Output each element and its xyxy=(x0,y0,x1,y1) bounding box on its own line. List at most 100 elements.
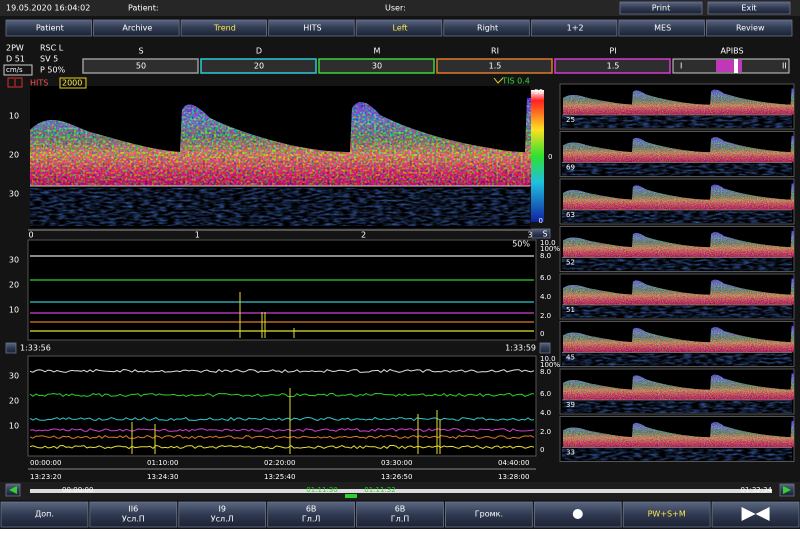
scale-label: 0 xyxy=(548,153,552,161)
color-bar xyxy=(531,90,544,222)
right-label: 100% xyxy=(540,361,560,369)
percent: 50% xyxy=(512,240,530,249)
footer-label: 6В xyxy=(306,505,317,514)
param-name: RI xyxy=(491,47,499,56)
thumbnail-label: 39 xyxy=(566,401,575,409)
footer-button[interactable] xyxy=(445,501,533,528)
time-label: 3 xyxy=(527,231,532,240)
scale-button[interactable] xyxy=(531,228,551,239)
menu-label: Patient xyxy=(36,24,64,33)
time-label: 0 xyxy=(28,231,33,240)
footer-button[interactable] xyxy=(622,501,711,528)
footer-button[interactable] xyxy=(267,501,355,528)
menu-button[interactable] xyxy=(618,19,705,37)
menu-button[interactable] xyxy=(530,19,618,37)
footer-label: I9 xyxy=(218,505,225,514)
menu-label: Left xyxy=(392,24,407,33)
menu-label: 1+2 xyxy=(567,24,584,33)
thumbnail-label: 45 xyxy=(566,354,575,362)
thumbnail-floor xyxy=(562,211,792,223)
right-label: 8.0 xyxy=(540,252,551,260)
footer-button[interactable] xyxy=(711,501,800,528)
scroll-left[interactable] xyxy=(5,342,17,354)
apibs-range xyxy=(716,60,742,72)
param-value: 1.5 xyxy=(489,62,502,71)
menu-button[interactable] xyxy=(180,19,268,37)
scale-label: 96 xyxy=(534,88,543,96)
param-value: 1.5 xyxy=(607,62,620,71)
elapsed-label: 03:30:00 xyxy=(381,459,412,467)
right-label: 4.0 xyxy=(540,409,551,417)
header-button[interactable] xyxy=(619,1,703,15)
param-name: D xyxy=(256,47,262,56)
trend-line xyxy=(29,434,535,440)
thumbnail-floor xyxy=(562,258,792,271)
menu-button[interactable] xyxy=(706,19,793,37)
footer-label: II6 xyxy=(128,505,138,514)
timeline-cursor[interactable] xyxy=(345,494,357,498)
footer-label: Гл.Л xyxy=(302,515,321,524)
timeline-cursor-a: 01:11:30 xyxy=(306,486,337,494)
thumbnail-floor xyxy=(562,163,792,176)
elapsed-label: 01:10:00 xyxy=(147,459,178,467)
depth-label: 30 xyxy=(9,190,19,199)
timeline-cursor-b: 01:11:32 xyxy=(364,486,395,494)
elapsed-label: 00:00:00 xyxy=(30,459,61,467)
menu-button[interactable] xyxy=(93,19,180,37)
depth-label: 30 xyxy=(9,372,19,381)
right-label: 2.0 xyxy=(540,428,551,436)
power: P 50% xyxy=(40,66,66,75)
scale-button-label: S xyxy=(542,230,547,239)
freeze-icon xyxy=(755,507,770,521)
thumbnail-floor xyxy=(562,448,792,461)
thumbnail-label: 63 xyxy=(566,211,575,219)
clock-label: 13:26:50 xyxy=(381,473,412,481)
menu-button[interactable] xyxy=(443,19,530,37)
param-name: S xyxy=(138,47,143,56)
vessel: RSC L xyxy=(40,44,64,53)
unit-box xyxy=(3,64,33,76)
trend-line xyxy=(29,368,535,374)
clock-label: 13:24:30 xyxy=(147,473,178,481)
elapsed-label: 04:40:00 xyxy=(498,459,529,467)
next-icon xyxy=(783,486,791,494)
menu-label: MES xyxy=(654,24,671,33)
unit: cm/s xyxy=(6,66,23,74)
thumbnail-label: 52 xyxy=(566,259,575,267)
clock-label: 13:23:20 xyxy=(30,473,61,481)
menu-button[interactable] xyxy=(268,19,355,37)
header-button-label: Print xyxy=(652,4,670,13)
param-box xyxy=(82,58,199,74)
header-button[interactable] xyxy=(707,1,791,15)
spectrum xyxy=(28,86,548,231)
param-value: 20 xyxy=(254,62,264,71)
menu-button[interactable] xyxy=(355,19,443,37)
right-label: 10.0 xyxy=(540,239,556,247)
right-label: 6.0 xyxy=(540,390,551,398)
patient-label: Patient: xyxy=(128,4,159,13)
trend-end: 1:33:59 xyxy=(505,344,536,353)
footer-button[interactable] xyxy=(356,501,444,528)
timeline-track xyxy=(30,489,772,493)
menu-label: Right xyxy=(477,24,498,33)
right-label: 2.0 xyxy=(540,312,551,320)
depth-label: 20 xyxy=(9,397,19,406)
hits-label: HITS xyxy=(30,79,48,88)
scroll-right[interactable] xyxy=(539,342,551,354)
depth-label: 10 xyxy=(9,422,19,431)
timeline-end: 01:32:34 xyxy=(741,486,773,494)
depth-label: 30 xyxy=(9,256,19,265)
time-label: 1 xyxy=(195,231,200,240)
time-label: 2 xyxy=(361,231,366,240)
depth-label: 20 xyxy=(9,281,19,290)
param-name: M xyxy=(374,47,381,56)
thumbnail-label: 33 xyxy=(566,449,575,457)
footer-button[interactable] xyxy=(0,501,89,528)
footer-button[interactable] xyxy=(178,501,267,528)
user-label: User: xyxy=(385,4,406,13)
footer-button[interactable] xyxy=(89,501,178,528)
menu-button[interactable] xyxy=(5,19,92,37)
apibs-slider[interactable] xyxy=(734,59,738,73)
hits-icon xyxy=(7,77,23,88)
